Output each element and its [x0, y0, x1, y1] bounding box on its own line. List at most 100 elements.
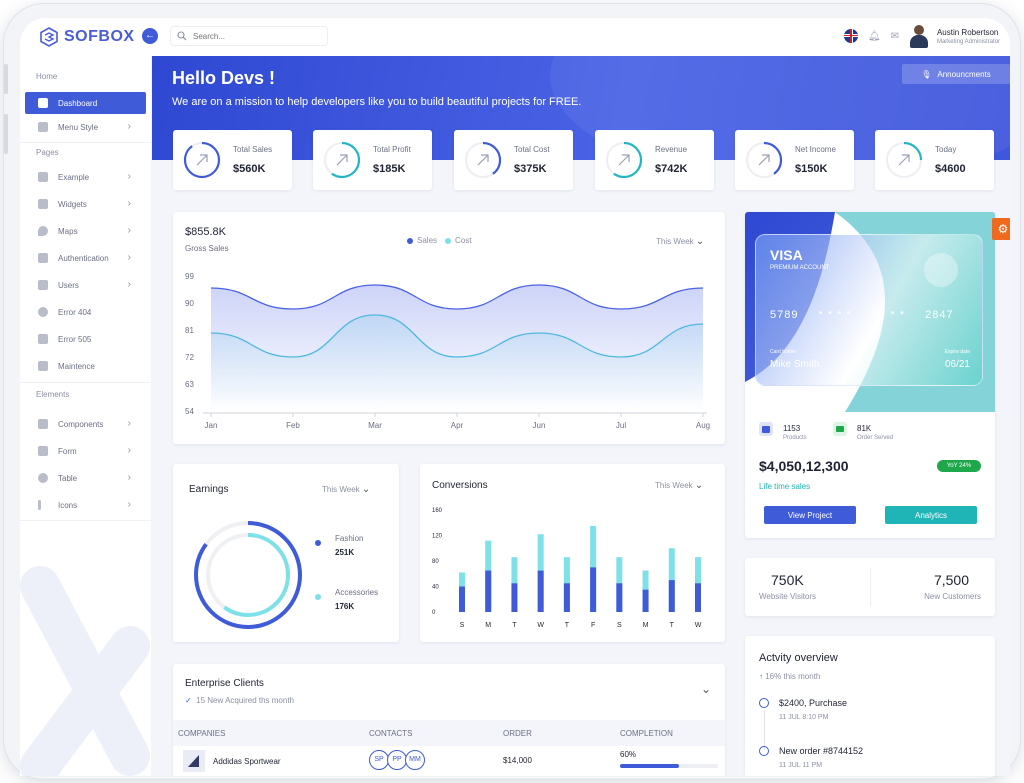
- conversions-week-selector[interactable]: This Week ⌄: [655, 480, 703, 491]
- lifetime-sales-link[interactable]: Life time sales: [759, 482, 811, 491]
- mail-icon[interactable]: ✉: [890, 30, 899, 42]
- visa-section: VISA PREMIUM ACCOUNT 5789 * * * * * * * * 2…: [745, 212, 995, 538]
- sidebar-item-error-404[interactable]: Error 404: [25, 301, 146, 323]
- chevron-right-icon: ›: [127, 445, 131, 456]
- analytics-button[interactable]: Analytics: [885, 506, 977, 524]
- sidebar-item-table[interactable]: Table ›: [25, 467, 146, 489]
- sidebar-collapse-button[interactable]: ←: [142, 28, 158, 44]
- bar-conversion: [695, 583, 701, 612]
- arrow-up-right-icon: [745, 141, 783, 179]
- arrow-left-icon: ←: [145, 30, 155, 41]
- customers-label: New Customers: [924, 592, 981, 601]
- sidebar-item-widgets[interactable]: Widgets ›: [25, 193, 146, 215]
- announcements-button[interactable]: 🎙︎ Announcments: [902, 64, 1010, 84]
- activity-item-date: 11 JUL 11 PM: [779, 762, 823, 769]
- sales-line-chart: 99 90 81 72 63 54 Jan Feb Mar Apr Jun Jul Aug: [185, 272, 710, 430]
- col-contacts[interactable]: CONTACTS: [369, 729, 413, 738]
- sidebar-item-components[interactable]: Components ›: [25, 413, 146, 435]
- order-value: $14,000: [503, 756, 532, 765]
- stat-card-total-cost[interactable]: Total Cost $375K: [454, 130, 573, 190]
- chevron-down-icon: ⌄: [361, 484, 371, 495]
- x-tick-label: S: [617, 622, 622, 629]
- contact-avatar[interactable]: PP: [387, 750, 407, 770]
- enterprise-title: Enterprise Clients: [185, 678, 264, 689]
- bell-icon[interactable]: 🔔︎: [867, 30, 881, 42]
- completion-value: 60%: [620, 750, 637, 759]
- stat-card-net-income[interactable]: Net Income $150K: [735, 130, 854, 190]
- col-companies[interactable]: COMPANIES: [178, 729, 226, 738]
- card-holder-label: Card holder: [770, 349, 797, 355]
- contact-avatar[interactable]: SP: [369, 750, 389, 770]
- lifetime-sales-value: $4,050,12,300: [759, 458, 849, 474]
- view-project-button[interactable]: View Project: [764, 506, 856, 524]
- enterprise-subtitle: ✓ 15 New Acquired ths month: [185, 696, 294, 705]
- sidebar-item-example[interactable]: Example ›: [25, 166, 146, 188]
- sidebar-item-label: Menu Style: [58, 122, 99, 132]
- x-tick-label: T: [565, 622, 570, 629]
- x-tick-label: W: [695, 622, 702, 629]
- stat-value: $185K: [373, 163, 406, 175]
- expand-chevron-icon[interactable]: ⌄: [700, 682, 711, 696]
- announcements-label: Announcments: [937, 69, 991, 79]
- visitors-card: 750K Website Visitors 7,500 New Customer…: [745, 558, 995, 616]
- bar-conversion: [511, 583, 518, 612]
- y-tick-label: 40: [432, 585, 439, 591]
- visa-card[interactable]: VISA PREMIUM ACCOUNT 5789 * * * * * * * * 2…: [755, 234, 983, 386]
- sidebar-item-icons[interactable]: Icons ›: [25, 494, 146, 516]
- earnings-week-selector[interactable]: This Week ⌄: [322, 484, 370, 495]
- chevron-right-icon: ›: [127, 252, 131, 263]
- stat-value: $375K: [514, 163, 547, 175]
- search-box[interactable]: [170, 26, 328, 46]
- table-row[interactable]: Addidas Sportwear SP PP MM $14,000 60%: [173, 746, 725, 776]
- sales-chart-card: $855.8K Gross Sales Sales Cost This Week…: [173, 212, 725, 444]
- sidebar-item-authentication[interactable]: Authentication ›: [25, 247, 146, 269]
- week-selector[interactable]: This Week ⌄: [656, 236, 704, 247]
- stat-card-revenue[interactable]: Revenue $742K: [595, 130, 714, 190]
- sidebar-item-label: Form: [58, 446, 77, 456]
- sidebar-item-users[interactable]: Users ›: [25, 274, 146, 296]
- contact-avatar[interactable]: MM: [405, 750, 425, 770]
- bar-conversion: [485, 570, 492, 612]
- accessories-label: Accessories: [335, 588, 379, 597]
- settings-gear-icon[interactable]: ⚙: [992, 218, 1010, 240]
- conversions-card: Conversions This Week ⌄ 160 120 80 40 0 S M T W T…: [420, 464, 725, 642]
- orders-value: 81K: [857, 424, 872, 433]
- info-icon: [38, 500, 41, 510]
- sidebar-item-maintence[interactable]: Maintence: [25, 355, 146, 377]
- y-tick-label: 90: [185, 299, 194, 308]
- user-info[interactable]: Austin Robertson Marketing Administrator: [937, 28, 1000, 45]
- earnings-title: Earnings: [189, 484, 229, 495]
- table-header: COMPANIES CONTACTS ORDER COMPLETION: [173, 720, 725, 746]
- x-tick-label: M: [485, 622, 491, 629]
- chevron-right-icon: ›: [127, 499, 131, 510]
- sidebar-item-maps[interactable]: Maps ›: [25, 220, 146, 242]
- stat-label: Revenue: [655, 145, 688, 154]
- stat-card-total-sales[interactable]: Total Sales $560K: [173, 130, 292, 190]
- stat-value: $742K: [655, 163, 688, 175]
- sidebar-item-dashboard[interactable]: Dashboard: [25, 92, 146, 114]
- bar-conversion: [563, 583, 570, 612]
- stat-card-today[interactable]: Today $4600: [875, 130, 994, 190]
- sidebar-item-menu-style[interactable]: Menu Style ›: [25, 116, 146, 138]
- form-icon: [38, 446, 48, 456]
- col-completion[interactable]: COMPLETION: [620, 729, 673, 738]
- x-tick-label: Jul: [616, 421, 626, 430]
- accessories-value: 176K: [335, 602, 355, 611]
- yoy-badge: YoY 24%: [937, 460, 981, 472]
- sidebar-item-label: Widgets: [58, 199, 87, 209]
- col-order[interactable]: ORDER: [503, 729, 532, 738]
- arrow-up-icon: ↑: [759, 672, 763, 681]
- user-avatar[interactable]: [909, 24, 929, 48]
- stat-card-total-profit[interactable]: Total Profit $185K: [313, 130, 432, 190]
- sidebar-item-label: Example: [58, 172, 90, 182]
- search-input[interactable]: [193, 31, 313, 41]
- week-selector-label: This Week: [656, 237, 694, 246]
- sidebar-item-error-505[interactable]: Error 505: [25, 328, 146, 350]
- language-flag-icon[interactable]: [843, 29, 858, 43]
- products-label: Products: [783, 435, 807, 441]
- x-tick-label: Apr: [451, 421, 464, 430]
- brand-logo[interactable]: SOFBOX: [38, 26, 135, 48]
- enterprise-clients-card: Enterprise Clients ✓ 15 New Acquired ths…: [173, 664, 725, 776]
- sidebar-section-elements: Elements: [36, 390, 70, 399]
- sidebar-item-form[interactable]: Form ›: [25, 440, 146, 462]
